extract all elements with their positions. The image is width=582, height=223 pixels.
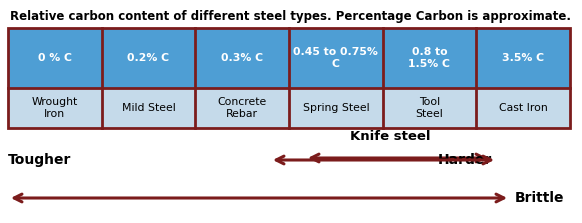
Bar bbox=[102, 88, 196, 128]
Text: 0 % C: 0 % C bbox=[38, 53, 72, 63]
Text: Spring Steel: Spring Steel bbox=[303, 103, 369, 113]
Bar bbox=[383, 88, 476, 128]
Text: Relative carbon content of different steel types. Percentage Carbon is approxima: Relative carbon content of different ste… bbox=[10, 10, 572, 23]
Text: Harder: Harder bbox=[438, 153, 492, 167]
Text: Brittle: Brittle bbox=[515, 191, 565, 205]
Bar bbox=[8, 28, 570, 128]
Text: 0.3% C: 0.3% C bbox=[221, 53, 263, 63]
Text: Mild Steel: Mild Steel bbox=[122, 103, 175, 113]
Bar bbox=[8, 88, 102, 128]
Text: Concrete
Rebar: Concrete Rebar bbox=[218, 97, 267, 119]
Bar bbox=[476, 28, 570, 88]
Bar bbox=[289, 28, 383, 88]
Bar bbox=[196, 28, 289, 88]
Bar bbox=[476, 88, 570, 128]
Bar bbox=[8, 28, 102, 88]
Text: Knife steel: Knife steel bbox=[350, 130, 430, 143]
Text: Tool
Steel: Tool Steel bbox=[416, 97, 443, 119]
Text: 0.45 to 0.75%
C: 0.45 to 0.75% C bbox=[293, 47, 378, 69]
Bar bbox=[196, 88, 289, 128]
Text: Tougher: Tougher bbox=[8, 153, 72, 167]
Bar bbox=[289, 88, 383, 128]
Bar bbox=[383, 28, 476, 88]
Text: 0.2% C: 0.2% C bbox=[127, 53, 169, 63]
Text: Wrought
Iron: Wrought Iron bbox=[31, 97, 78, 119]
Bar bbox=[102, 28, 196, 88]
Text: 0.8 to
1.5% C: 0.8 to 1.5% C bbox=[409, 47, 450, 69]
Text: 3.5% C: 3.5% C bbox=[502, 53, 544, 63]
Text: Cast Iron: Cast Iron bbox=[499, 103, 548, 113]
